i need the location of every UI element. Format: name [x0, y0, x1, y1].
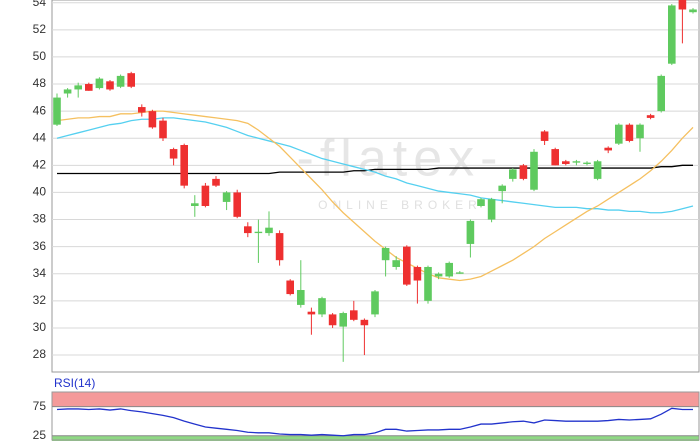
candle-body [392, 260, 400, 267]
candle-body [180, 145, 188, 186]
y-tick-label: 52 [33, 22, 47, 36]
candle-body [106, 81, 114, 90]
candle-body [625, 124, 634, 141]
candle-body [360, 319, 369, 326]
candle-body [191, 203, 199, 206]
y-tick-label: 48 [33, 76, 47, 90]
oversold-band [52, 435, 699, 441]
candle-body [95, 78, 104, 89]
candle-body [456, 272, 464, 274]
candle-body [509, 169, 517, 179]
y-tick-label: 30 [33, 320, 47, 334]
moving-average [56, 110, 694, 282]
overbought-band [52, 392, 699, 407]
candle-body [562, 161, 570, 164]
candle-body [572, 161, 581, 163]
candle-body [318, 298, 326, 315]
candle-body [657, 75, 665, 112]
candle-body [63, 89, 72, 94]
y-tick-label: 46 [33, 103, 47, 117]
rsi-title: RSI(14) [54, 376, 95, 390]
y-tick-label: 50 [33, 49, 47, 63]
candle-body [403, 246, 411, 285]
candle-body [689, 9, 697, 13]
candle-body [148, 111, 157, 128]
y-tick-label: 34 [33, 266, 47, 280]
candle-body [307, 311, 316, 315]
candle-body [519, 165, 528, 179]
candle-body [678, 0, 687, 10]
candle-body [646, 115, 655, 118]
y-tick-label: 42 [33, 158, 47, 172]
candle-body [159, 120, 167, 139]
candle-body [85, 84, 93, 91]
candle-body [636, 124, 644, 139]
candle-body [222, 192, 231, 202]
candle-body [116, 75, 125, 87]
candle-body [297, 290, 305, 305]
y-tick-label: 36 [33, 239, 47, 253]
candle-body [466, 220, 475, 244]
candle-body [551, 149, 559, 166]
candle-body [275, 233, 284, 261]
candle-body [138, 107, 146, 113]
rsi-line [56, 407, 693, 437]
candle-body [74, 85, 82, 90]
candle-body [233, 192, 241, 217]
candle-body [530, 151, 538, 190]
y-tick-label: 75 [33, 399, 47, 413]
y-tick-label: 54 [33, 0, 47, 9]
y-tick-label: 32 [33, 293, 47, 307]
candle-body [477, 199, 485, 206]
candle-body [286, 280, 294, 295]
candle-body [371, 291, 379, 315]
y-tick-label: 28 [33, 347, 47, 361]
candle-body [615, 124, 623, 144]
candle-body [593, 161, 602, 179]
plot-frame [51, 0, 700, 373]
plot-frame [51, 391, 700, 441]
candle-body [424, 266, 432, 301]
moving-average [57, 164, 693, 175]
candle-body [434, 273, 443, 277]
candle-body [53, 97, 61, 125]
candle-body [350, 310, 358, 320]
candle-body [668, 5, 676, 64]
candle-body [583, 162, 591, 164]
watermark: -flatex- [297, 130, 504, 188]
candle-body [339, 313, 347, 327]
y-tick-label: 40 [33, 185, 47, 199]
candle-body [212, 178, 220, 186]
candle-body [498, 185, 506, 192]
y-tick-label: 44 [33, 130, 47, 144]
candle-body [540, 131, 549, 141]
candle-body [254, 231, 263, 234]
candle-body [265, 227, 273, 234]
candle-body [604, 147, 612, 151]
watermark-sub: ONLINE BROKER [318, 198, 482, 212]
candle-body [487, 199, 496, 220]
y-tick-label: 38 [33, 212, 47, 226]
candle-body [127, 73, 135, 87]
candle-body [445, 262, 453, 277]
candle-body [413, 266, 422, 281]
candle-body [328, 314, 337, 326]
candle-body [381, 248, 390, 261]
candle-body [244, 226, 252, 234]
candle-body [169, 149, 178, 159]
candle-body [201, 185, 210, 206]
y-tick-label: 25 [33, 428, 47, 441]
